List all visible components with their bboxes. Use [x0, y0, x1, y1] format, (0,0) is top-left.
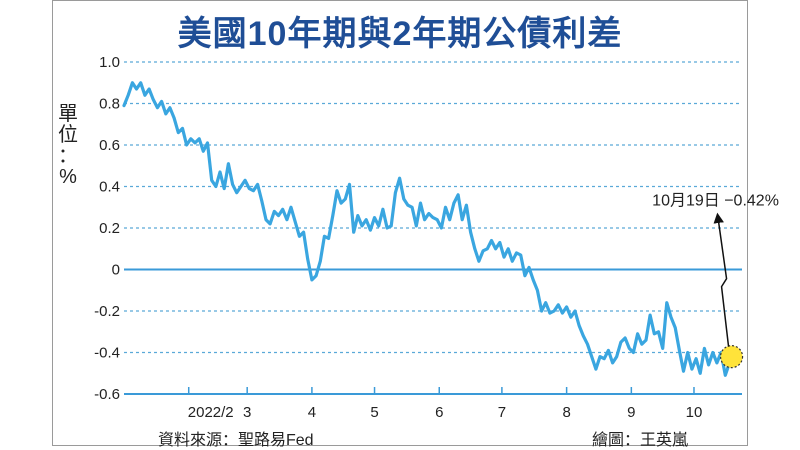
- x-tick-label: 5: [370, 404, 378, 421]
- chart-title: 美國10年期與2年期公債利差: [177, 15, 623, 53]
- y-axis-unit-label: 單 位 ： %: [58, 104, 78, 188]
- x-tick-label: 9: [627, 404, 635, 421]
- y-tick-label: 0.6: [99, 137, 120, 154]
- unit-char: 位: [58, 124, 78, 146]
- chart-frame: [52, 0, 748, 446]
- annotation-leader: [713, 212, 730, 347]
- y-tick-label: -0.4: [94, 345, 120, 362]
- x-tick-label: 4: [308, 404, 316, 421]
- y-tick-label: 0.8: [99, 96, 120, 113]
- x-tick-label: 3: [243, 404, 251, 421]
- unit-char: ：: [58, 145, 78, 167]
- y-tick-label: 0.4: [99, 179, 120, 196]
- x-tick-label: 2022/2: [188, 404, 234, 421]
- highlight-marker: [719, 345, 744, 369]
- x-tick-label: 7: [498, 404, 506, 421]
- x-tick-label: 8: [562, 404, 570, 421]
- y-tick-label: -0.6: [94, 386, 120, 403]
- x-tick-label: 6: [435, 404, 443, 421]
- y-tick-label: 0: [112, 262, 120, 279]
- data-source-note: 資料來源：聖路易Fed: [158, 432, 314, 449]
- y-tick-label: 1.0: [99, 54, 120, 71]
- annotation-label: 10月19日 −0.42%: [652, 193, 779, 210]
- artist-credit: 繪圖：王英嵐: [592, 432, 689, 449]
- series-line: [122, 81, 734, 377]
- y-tick-label: 0.2: [99, 220, 120, 237]
- y-tick-label: -0.2: [94, 303, 120, 320]
- unit-char: %: [59, 166, 77, 188]
- x-tick-label: 10: [686, 404, 703, 421]
- unit-char: 單: [58, 103, 78, 125]
